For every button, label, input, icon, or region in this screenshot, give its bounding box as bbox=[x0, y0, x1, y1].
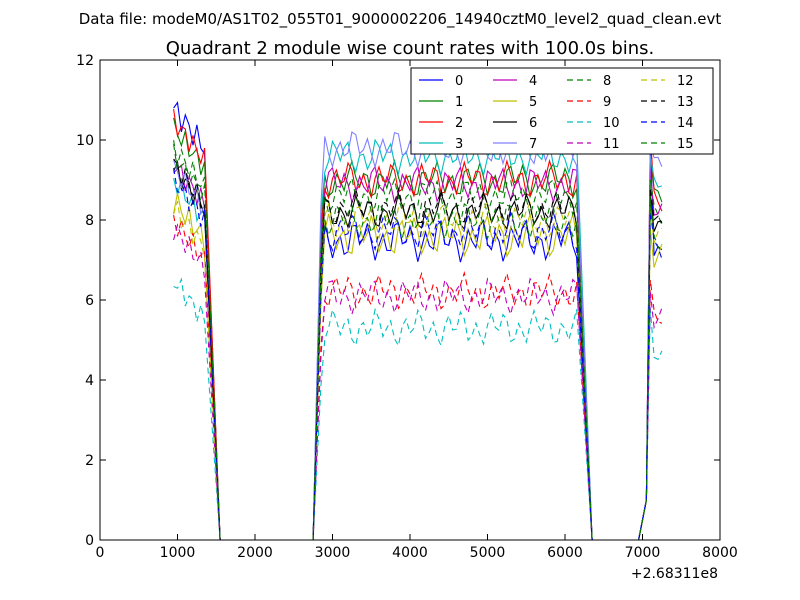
x-tick-label: 0 bbox=[96, 545, 105, 561]
legend-label: 2 bbox=[455, 116, 463, 131]
legend-label: 9 bbox=[603, 95, 611, 110]
legend-label: 14 bbox=[677, 116, 694, 131]
legend-label: 4 bbox=[529, 74, 537, 89]
y-tick-label: 2 bbox=[85, 453, 94, 469]
series-line-9 bbox=[173, 215, 663, 541]
legend-label: 11 bbox=[603, 137, 620, 152]
x-offset-label: +2.68311e8 bbox=[631, 566, 718, 582]
series-line-12 bbox=[173, 201, 663, 541]
x-tick-label: 4000 bbox=[392, 545, 428, 561]
legend-label: 10 bbox=[603, 116, 620, 131]
figure-suptitle: Data file: modeM0/AS1T02_055T01_90000022… bbox=[79, 10, 722, 29]
x-tick-label: 8000 bbox=[702, 545, 738, 561]
legend-label: 5 bbox=[529, 95, 537, 110]
x-tick-label: 7000 bbox=[625, 545, 661, 561]
y-tick-label: 0 bbox=[85, 533, 94, 549]
legend-label: 3 bbox=[455, 137, 463, 152]
x-tick-label: 1000 bbox=[160, 545, 196, 561]
y-tick-label: 4 bbox=[85, 373, 94, 389]
chart-title: Quadrant 2 module wise count rates with … bbox=[166, 38, 655, 59]
legend-label: 6 bbox=[529, 116, 537, 131]
legend-label: 1 bbox=[455, 95, 463, 110]
legend-label: 7 bbox=[529, 137, 537, 152]
series-line-11 bbox=[173, 223, 663, 541]
x-tick-label: 3000 bbox=[315, 545, 351, 561]
x-tick-label: 2000 bbox=[237, 545, 273, 561]
x-tick-label: 6000 bbox=[547, 545, 583, 561]
series-line-14 bbox=[173, 168, 663, 541]
legend-label: 8 bbox=[603, 74, 611, 89]
series-line-1 bbox=[173, 117, 663, 541]
series-line-10 bbox=[173, 277, 663, 541]
series-line-15 bbox=[173, 140, 663, 541]
x-tick-label: 5000 bbox=[470, 545, 506, 561]
legend-label: 12 bbox=[677, 74, 694, 89]
x-axis: 0 1000 2000 3000 4000 5000 6000 7000 8000 bbox=[96, 60, 738, 561]
series-line-8 bbox=[173, 144, 663, 541]
series-line-0 bbox=[173, 101, 663, 541]
y-tick-label: 10 bbox=[76, 133, 94, 149]
y-tick-label: 6 bbox=[85, 293, 94, 309]
y-tick-label: 12 bbox=[76, 53, 94, 69]
legend-label: 0 bbox=[455, 74, 463, 89]
legend-label: 13 bbox=[677, 95, 694, 110]
legend-label: 15 bbox=[677, 137, 694, 152]
y-tick-label: 8 bbox=[85, 213, 94, 229]
plot-lines bbox=[173, 101, 663, 541]
legend-box bbox=[410, 67, 714, 155]
